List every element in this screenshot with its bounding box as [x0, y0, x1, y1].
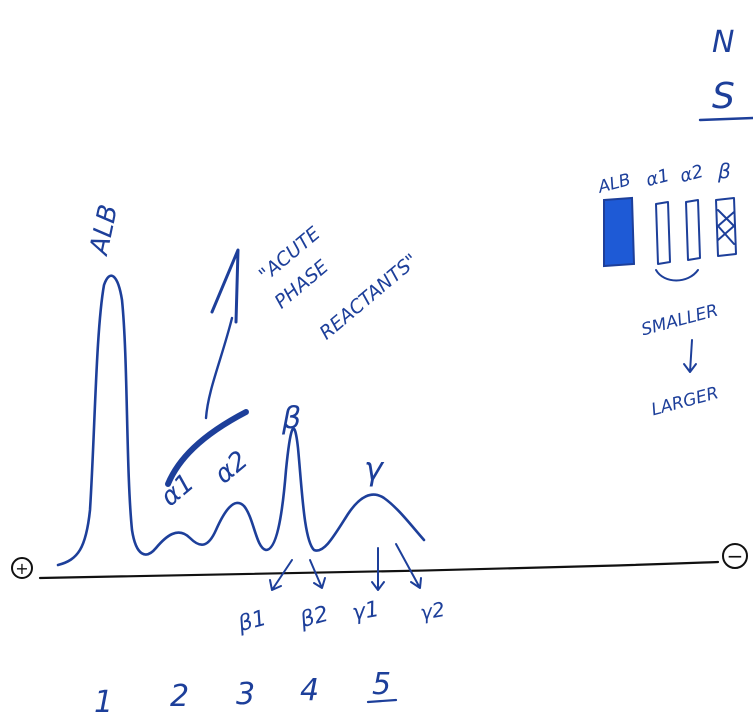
size-arrow [683, 339, 697, 373]
acute-phase-highlight [165, 409, 249, 487]
corner-letter-n: N [712, 25, 734, 60]
positive-electrode-circle [11, 557, 33, 579]
acute-phase-line-3: REACTANTS" [315, 250, 422, 345]
label-beta: β [281, 401, 301, 436]
label-beta2: β2 [297, 602, 332, 634]
acute-phase-arrow-line [204, 316, 234, 420]
negative-electrode-circle [722, 543, 748, 569]
acute-phase-arrow-head [210, 248, 240, 324]
fraction-number-3: 3 [236, 677, 255, 712]
strip-brace [655, 269, 699, 282]
strip-label-alpha1: α1 [644, 165, 672, 191]
positive-electrode-symbol: + [15, 559, 28, 578]
strip-label-alpha2: α2 [678, 161, 706, 187]
label-alpha1: α1 [155, 468, 200, 513]
corner-underline [698, 116, 753, 122]
strip-band-alpha1 [655, 201, 671, 265]
gamma1-arrow [371, 547, 385, 591]
label-gamma1: γ1 [350, 597, 381, 626]
electrophoresis-curve [56, 274, 426, 567]
label-gamma2: γ2 [418, 597, 446, 625]
negative-electrode-symbol: − [727, 544, 744, 568]
label-alpha2: α2 [209, 445, 254, 490]
beta2-arrow [309, 559, 326, 589]
fraction-number-5: 5 [372, 667, 391, 702]
corner-letter-s: S [712, 76, 735, 117]
baseline-axis [38, 560, 720, 580]
beta1-arrow [269, 559, 293, 591]
label-alb: ALB [84, 202, 124, 259]
strip-band-beta [715, 197, 737, 257]
fraction-number-2: 2 [170, 679, 189, 714]
fraction-number-4: 4 [300, 673, 319, 708]
label-gamma: γ [364, 450, 385, 488]
fraction-5-underline [366, 698, 398, 704]
fraction-number-1: 1 [94, 685, 113, 720]
gamma2-arrow [395, 543, 422, 589]
strip-note-larger: LARGER [649, 383, 720, 420]
label-beta1: β1 [235, 606, 270, 638]
strip-band-alb [603, 196, 636, 268]
strip-note-smaller: SMALLER [639, 301, 720, 341]
strip-label-alb: ALB [595, 170, 633, 198]
strip-label-beta: β [717, 159, 731, 183]
strip-band-alpha2 [685, 199, 701, 261]
